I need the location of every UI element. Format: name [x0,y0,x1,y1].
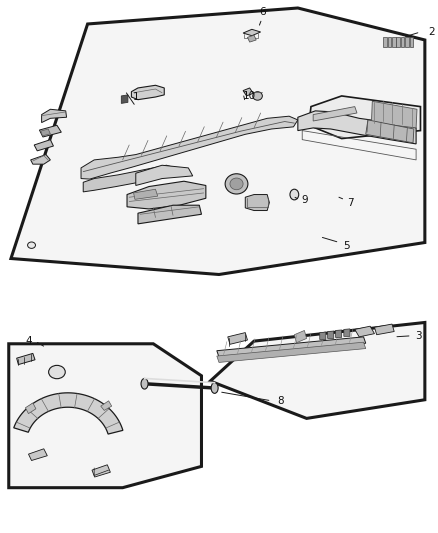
Ellipse shape [225,174,248,194]
Polygon shape [371,101,417,128]
Polygon shape [392,37,396,47]
Text: 9: 9 [301,195,308,205]
Polygon shape [247,35,256,42]
Polygon shape [383,37,387,47]
Polygon shape [14,393,123,434]
Polygon shape [217,342,366,362]
Polygon shape [25,403,36,414]
Polygon shape [336,330,342,337]
Polygon shape [136,165,193,185]
Ellipse shape [49,366,65,378]
Text: 10: 10 [243,91,256,101]
Circle shape [290,189,299,200]
Polygon shape [298,111,416,144]
Polygon shape [138,205,201,224]
Polygon shape [92,465,110,477]
Text: 1: 1 [132,92,139,102]
Text: 6: 6 [259,7,266,17]
Polygon shape [243,29,261,36]
Polygon shape [31,155,50,164]
Polygon shape [28,449,47,461]
Polygon shape [355,326,374,337]
Polygon shape [366,120,414,143]
Polygon shape [217,337,366,357]
Polygon shape [313,107,357,121]
Polygon shape [42,109,67,123]
Text: 4: 4 [25,336,32,346]
Polygon shape [210,322,425,418]
Text: 3: 3 [415,331,422,341]
Ellipse shape [28,242,35,248]
Polygon shape [228,333,247,344]
Polygon shape [121,95,128,103]
Polygon shape [396,37,400,47]
Polygon shape [243,88,253,96]
Polygon shape [131,85,164,100]
Polygon shape [134,189,158,199]
Text: 7: 7 [347,198,354,207]
Polygon shape [11,8,425,274]
Polygon shape [81,116,298,179]
Polygon shape [388,37,391,47]
Polygon shape [309,96,420,139]
Polygon shape [294,330,307,343]
Polygon shape [127,181,206,209]
Polygon shape [410,37,413,47]
Polygon shape [374,324,394,335]
Polygon shape [320,332,326,340]
Ellipse shape [141,378,148,389]
Ellipse shape [230,178,243,190]
Polygon shape [245,195,269,211]
Polygon shape [83,165,175,192]
Polygon shape [17,353,35,365]
Polygon shape [344,329,350,336]
Text: 5: 5 [343,241,350,251]
Polygon shape [39,125,61,137]
Polygon shape [405,37,409,47]
Polygon shape [9,344,201,488]
Polygon shape [401,37,404,47]
Polygon shape [41,129,50,136]
Text: 8: 8 [277,396,284,406]
Text: 2: 2 [428,27,435,37]
Polygon shape [34,140,53,151]
Ellipse shape [211,383,218,393]
Ellipse shape [253,92,262,100]
Polygon shape [101,401,112,410]
Polygon shape [328,331,334,338]
